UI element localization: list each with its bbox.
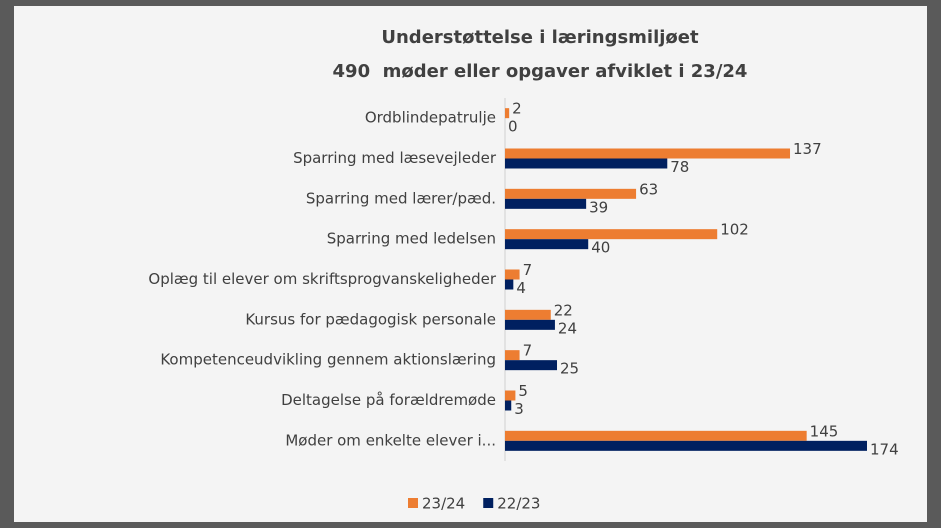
value-label: 78 <box>670 158 689 176</box>
bar <box>505 198 587 209</box>
value-label: 3 <box>514 400 524 418</box>
bar <box>505 148 791 159</box>
y-tick-label: Møder om enkelte elever i... <box>285 431 496 449</box>
bar <box>505 430 807 441</box>
bar <box>505 239 589 250</box>
bar <box>505 390 516 401</box>
legend-swatch <box>483 498 494 508</box>
value-label: 40 <box>591 239 610 257</box>
y-tick-label: Ordblindepatrulje <box>365 109 496 127</box>
chart-title: Understøttelse i læringsmiljøet <box>381 27 699 48</box>
value-label: 22 <box>554 301 573 319</box>
y-tick-label: Oplæg til elever om skriftsprogvanskelig… <box>148 270 496 288</box>
value-label: 102 <box>720 221 749 239</box>
bar <box>505 350 520 361</box>
value-label: 2 <box>512 100 522 118</box>
value-label: 7 <box>523 342 533 360</box>
legend-label: 22/23 <box>497 495 540 513</box>
bar <box>505 279 514 290</box>
bar <box>505 440 867 451</box>
bar <box>505 319 555 330</box>
value-label: 174 <box>870 440 899 458</box>
value-label: 7 <box>523 261 533 279</box>
legend-swatch <box>408 498 418 508</box>
bar <box>505 158 668 169</box>
bar <box>505 269 520 280</box>
value-label: 4 <box>516 279 526 297</box>
chart-subtitle: 490 møder eller opgaver afviklet i 23/24 <box>333 61 748 82</box>
bar <box>505 229 718 240</box>
value-label: 145 <box>810 422 839 440</box>
bar <box>505 309 551 320</box>
value-label: 0 <box>508 118 518 136</box>
bar <box>505 108 510 119</box>
value-label: 63 <box>639 180 658 198</box>
value-label: 137 <box>793 140 822 158</box>
bar <box>505 400 512 411</box>
legend-label: 23/24 <box>422 495 465 513</box>
value-label: 39 <box>589 198 608 216</box>
bar <box>505 360 558 371</box>
value-label: 25 <box>560 360 579 378</box>
y-tick-label: Kompetenceudvikling gennem aktionslæring <box>160 351 496 369</box>
value-label: 24 <box>558 319 577 337</box>
y-tick-label: Deltagelse på forældremøde <box>281 391 496 409</box>
y-tick-label: Kursus for pædagogisk personale <box>245 310 496 328</box>
y-tick-label: Sparring med lærer/pæd. <box>306 189 496 207</box>
value-label: 5 <box>518 382 528 400</box>
y-tick-label: Sparring med ledelsen <box>327 230 496 248</box>
y-tick-label: Sparring med læsevejleder <box>293 149 497 167</box>
bar <box>505 188 637 199</box>
